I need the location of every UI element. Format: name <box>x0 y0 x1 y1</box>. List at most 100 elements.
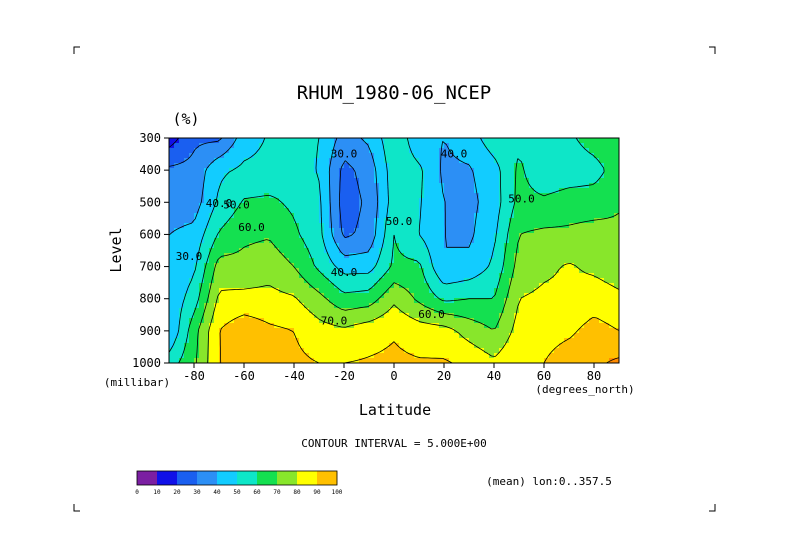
field-cell <box>459 168 465 174</box>
field-cell <box>489 268 495 274</box>
field-cell <box>234 353 240 359</box>
field-cell <box>409 338 415 344</box>
field-cell <box>329 358 335 363</box>
field-cell <box>179 273 185 279</box>
field-cell <box>294 233 300 239</box>
field-cell <box>459 223 465 229</box>
field-cell <box>179 288 185 294</box>
field-cell <box>339 233 345 239</box>
field-cell <box>479 203 485 209</box>
field-cell <box>454 198 460 204</box>
field-cell <box>259 193 265 199</box>
field-cell <box>479 343 485 349</box>
field-cell <box>419 268 425 274</box>
field-cell <box>269 338 275 344</box>
field-cell <box>244 203 250 209</box>
field-cell <box>454 238 460 244</box>
field-cell <box>604 168 610 174</box>
field-cell <box>429 218 435 224</box>
field-cell <box>464 213 470 219</box>
field-cell <box>314 283 320 289</box>
field-cell <box>209 258 215 264</box>
field-cell <box>309 173 315 179</box>
field-cell <box>209 188 215 194</box>
field-cell <box>334 338 340 344</box>
field-cell <box>494 178 500 184</box>
field-cell <box>594 153 600 159</box>
field-cell <box>359 258 365 264</box>
field-cell <box>609 193 615 199</box>
field-cell <box>454 348 460 354</box>
field-cell <box>419 238 425 244</box>
field-cell <box>549 353 555 359</box>
field-cell <box>584 203 590 209</box>
field-cell <box>394 183 400 189</box>
field-cell <box>519 243 525 249</box>
field-cell <box>294 348 300 354</box>
field-cell <box>439 213 445 219</box>
field-cell <box>554 238 560 244</box>
field-cell <box>504 178 510 184</box>
field-cell <box>329 293 335 299</box>
field-cell <box>274 228 280 234</box>
field-cell <box>459 173 465 179</box>
field-cell <box>594 328 600 334</box>
field-cell <box>354 188 360 194</box>
field-cell <box>224 333 230 339</box>
field-cell <box>414 163 420 169</box>
field-cell <box>569 148 575 154</box>
field-cell <box>594 208 600 214</box>
field-cell <box>224 218 230 224</box>
field-cell <box>314 343 320 349</box>
field-cell <box>584 348 590 354</box>
field-cell <box>369 288 375 294</box>
contour-label: 60.0 <box>418 308 445 321</box>
field-cell <box>194 238 200 244</box>
field-cell <box>494 333 500 339</box>
field-cell <box>404 243 410 249</box>
field-cell <box>574 163 580 169</box>
field-cell <box>234 173 240 179</box>
field-cell <box>344 168 350 174</box>
field-cell <box>574 228 580 234</box>
field-cell <box>229 178 235 184</box>
field-cell <box>599 358 605 363</box>
field-cell <box>454 298 460 304</box>
field-cell <box>414 228 420 234</box>
field-cell <box>349 243 355 249</box>
field-cell <box>479 208 485 214</box>
field-cell <box>419 213 425 219</box>
field-cell <box>279 233 285 239</box>
field-cell <box>344 188 350 194</box>
field-cell <box>204 288 210 294</box>
field-cell <box>429 138 435 144</box>
field-cell <box>584 258 590 264</box>
field-cell <box>169 148 175 154</box>
field-cell <box>229 353 235 359</box>
field-cell <box>199 353 205 359</box>
field-cell <box>179 263 185 269</box>
field-cell <box>394 188 400 194</box>
field-cell <box>279 168 285 174</box>
field-cell <box>439 273 445 279</box>
field-cell <box>409 158 415 164</box>
field-cell <box>299 338 305 344</box>
field-cell <box>599 143 605 149</box>
field-cell <box>389 333 395 339</box>
field-cell <box>334 173 340 179</box>
field-cell <box>314 168 320 174</box>
field-cell <box>559 348 565 354</box>
field-cell <box>489 348 495 354</box>
field-cell <box>519 223 525 229</box>
field-cell <box>334 263 340 269</box>
field-cell <box>569 178 575 184</box>
field-cell <box>349 358 355 363</box>
field-cell <box>334 343 340 349</box>
field-cell <box>364 328 370 334</box>
field-cell <box>434 298 440 304</box>
field-cell <box>574 178 580 184</box>
field-cell <box>489 198 495 204</box>
field-cell <box>194 188 200 194</box>
field-cell <box>509 313 515 319</box>
field-cell <box>524 318 530 324</box>
